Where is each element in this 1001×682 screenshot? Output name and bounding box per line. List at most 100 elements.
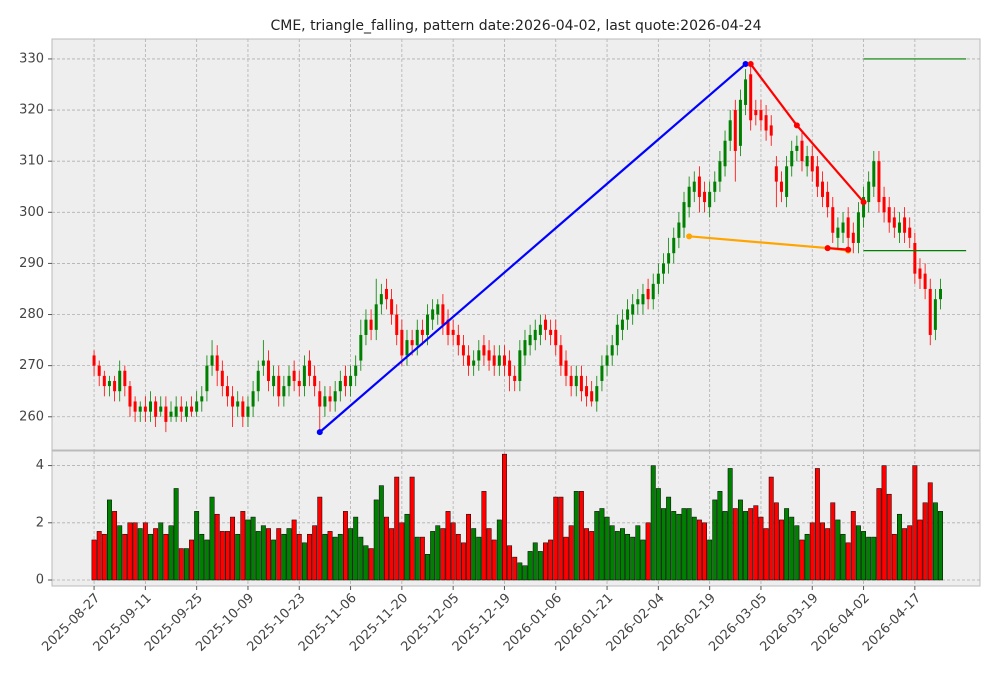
volume-bar xyxy=(219,531,225,581)
candle-body xyxy=(118,370,122,392)
volume-bar xyxy=(276,528,282,581)
candle-body xyxy=(97,365,101,376)
candle-body xyxy=(256,370,260,392)
candle-body xyxy=(287,375,291,387)
volume-bar xyxy=(153,528,159,581)
candle-body xyxy=(821,181,825,197)
candle-body xyxy=(364,319,368,335)
candle-body xyxy=(302,365,306,387)
candle-body xyxy=(533,329,537,341)
volume-bar xyxy=(296,533,302,581)
candle-body xyxy=(800,140,804,162)
candle-body xyxy=(631,304,635,315)
volume-bar xyxy=(861,531,867,581)
candle-body xyxy=(938,288,942,300)
candle-body xyxy=(697,176,701,197)
candle-body xyxy=(733,110,737,151)
volume-bar xyxy=(260,525,266,581)
volume-bar xyxy=(855,525,861,581)
volume-bar xyxy=(625,533,631,581)
candle-body xyxy=(123,370,127,387)
volume-bar xyxy=(301,542,307,581)
candle-body xyxy=(446,319,450,335)
volume-bar xyxy=(691,516,697,581)
volume-bar xyxy=(609,525,615,581)
volume-bar xyxy=(820,522,825,581)
candle-body xyxy=(856,212,860,243)
volume-bar xyxy=(522,565,528,581)
pattern-point xyxy=(793,122,800,129)
volume-bar xyxy=(507,545,513,581)
candle-body xyxy=(779,181,783,192)
candle-body xyxy=(646,288,650,300)
candle-body xyxy=(877,161,881,203)
volume-bar xyxy=(584,528,589,581)
volume-bar xyxy=(727,468,733,581)
candle-body xyxy=(692,181,696,192)
candle-body xyxy=(241,401,245,417)
candle-body xyxy=(231,396,235,407)
volume-bar xyxy=(250,516,256,581)
candle-body xyxy=(749,74,753,121)
y-tick-label: 320 xyxy=(19,103,44,118)
volume-bar xyxy=(655,488,661,581)
candle-body xyxy=(343,375,347,387)
candle-body xyxy=(610,345,614,356)
candle-body xyxy=(538,324,542,335)
candle-body xyxy=(836,227,840,238)
candle-body xyxy=(795,145,799,151)
volume-bar xyxy=(737,499,743,581)
volume-bar xyxy=(876,488,882,581)
candle-body xyxy=(467,355,471,366)
y-tick-label: 260 xyxy=(19,409,44,424)
candle-body xyxy=(184,406,188,417)
volume-bar xyxy=(224,531,230,581)
candle-body xyxy=(487,350,491,361)
candle-body xyxy=(277,375,281,397)
volume-bar xyxy=(327,531,333,581)
candle-body xyxy=(543,319,547,330)
volume-bar xyxy=(794,525,800,581)
volume-bar xyxy=(230,516,236,581)
volume-bar xyxy=(912,465,918,581)
volume-bar xyxy=(568,525,574,581)
candle-body xyxy=(92,355,96,366)
pattern-point xyxy=(824,245,831,252)
candle-body xyxy=(790,150,794,167)
candle-body xyxy=(379,294,383,305)
candle-body xyxy=(390,299,394,315)
candle-body xyxy=(497,355,501,366)
candle-body xyxy=(513,375,517,381)
volume-bar xyxy=(384,516,389,581)
candle-body xyxy=(933,299,937,330)
candle-body xyxy=(703,191,707,203)
volume-bar xyxy=(681,508,687,581)
volume-bar xyxy=(512,556,518,581)
pattern-point xyxy=(686,233,693,240)
candle-body xyxy=(918,268,922,279)
volume-bar xyxy=(784,508,790,581)
volume-bar xyxy=(394,476,400,581)
pattern-line xyxy=(319,63,747,433)
volume-bar xyxy=(312,525,318,581)
candle-body xyxy=(190,406,194,412)
volume-bar xyxy=(732,508,738,581)
volume-bar xyxy=(322,533,328,581)
volume-bar xyxy=(389,528,395,581)
candle-body xyxy=(897,222,901,233)
candle-body xyxy=(272,375,276,387)
volume-bar xyxy=(466,513,471,581)
volume-bar xyxy=(532,542,538,581)
candle-body xyxy=(656,273,660,284)
y-tick-label: 280 xyxy=(19,307,44,322)
chart-title: CME, triangle_falling, pattern date:2026… xyxy=(270,18,761,34)
volume-bar xyxy=(825,528,831,581)
volume-bar xyxy=(317,496,323,581)
candle-body xyxy=(384,288,388,300)
volume-bar xyxy=(168,525,174,581)
pattern-point xyxy=(742,61,749,68)
volume-bar xyxy=(548,539,554,581)
candle-body xyxy=(518,350,522,381)
candle-body xyxy=(564,360,568,376)
candle-body xyxy=(354,365,358,376)
